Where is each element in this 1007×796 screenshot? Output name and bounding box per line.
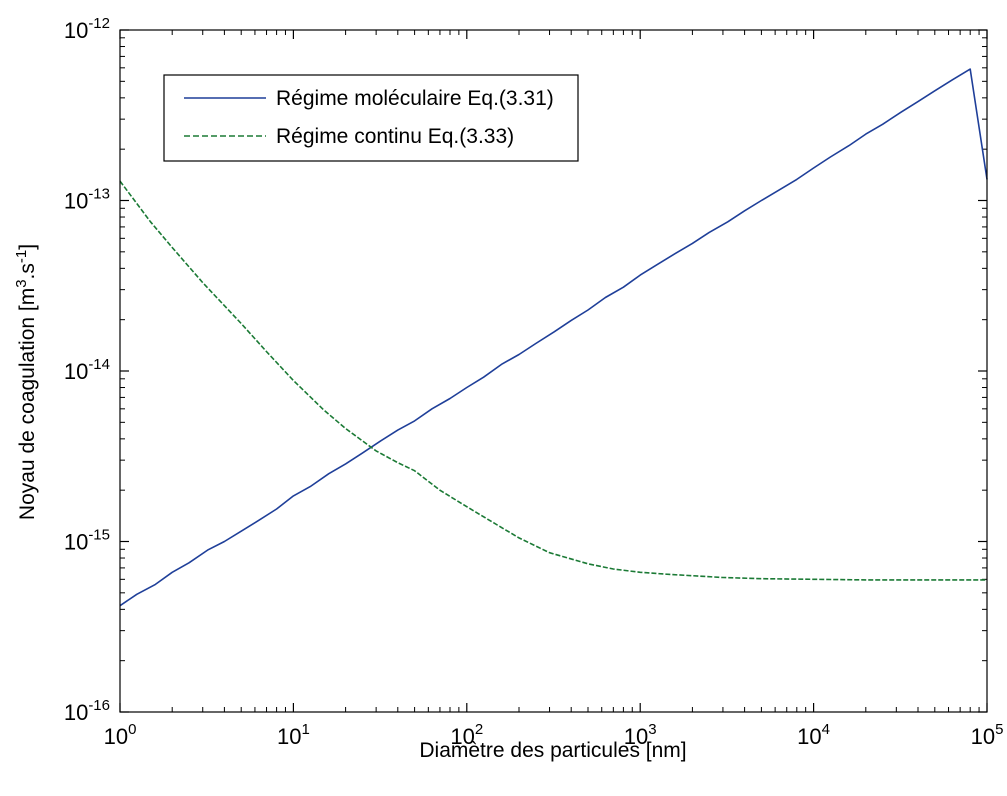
y-axis-label-prefix: Noyau de coagulation [m: [16, 288, 39, 520]
x-tick-exponent: 4: [822, 721, 830, 738]
y-axis-label-sup1: 3: [13, 279, 30, 287]
x-tick-label: 103: [624, 721, 657, 749]
y-tick-base: 10: [64, 359, 88, 384]
x-tick-label: 100: [104, 721, 137, 749]
y-tick-label: 10-16: [64, 697, 110, 725]
y-tick-label: 10-15: [64, 527, 110, 555]
series-line-molecular: [119, 68, 988, 607]
y-axis-label-mid: .s: [16, 263, 39, 279]
legend-label-continuum: Régime continu Eq.(3.33): [276, 125, 514, 148]
minor-ticks: [120, 30, 987, 712]
x-tick-exponent: 2: [475, 721, 483, 738]
y-tick-base: 10: [64, 189, 88, 214]
y-axis-label-suffix: ]: [16, 244, 39, 250]
y-axis-label-sup2: -1: [13, 250, 30, 263]
legend-label-molecular: Régime moléculaire Eq.(3.31): [276, 87, 554, 110]
x-tick-exponent: 0: [128, 721, 136, 738]
x-tick-base: 10: [104, 724, 128, 749]
y-axis-label: Noyau de coagulation [m3.s-1]: [13, 244, 39, 520]
x-tick-label: 104: [797, 721, 830, 749]
x-tick-base: 10: [450, 724, 474, 749]
legend-box: [163, 74, 579, 162]
x-tick-exponent: 1: [301, 721, 309, 738]
y-tick-base: 10: [64, 700, 88, 725]
x-tick-base: 10: [624, 724, 648, 749]
y-tick-label: 10-13: [64, 186, 110, 214]
y-tick-exponent: -14: [88, 356, 110, 373]
x-tick-base: 10: [277, 724, 301, 749]
x-tick-base: 10: [797, 724, 821, 749]
series-layer: [119, 68, 988, 607]
series-line-continuum: [119, 180, 987, 581]
x-tick-label: 102: [450, 721, 483, 749]
y-tick-exponent: -12: [88, 15, 110, 32]
y-tick-exponent: -13: [88, 186, 110, 203]
y-tick-exponent: -16: [88, 697, 110, 714]
x-tick-exponent: 5: [995, 721, 1003, 738]
x-tick-exponent: 3: [648, 721, 656, 738]
y-tick-exponent: -15: [88, 527, 110, 544]
x-tick-base: 10: [971, 724, 995, 749]
x-tick-label: 101: [277, 721, 310, 749]
y-tick-base: 10: [64, 18, 88, 43]
x-axis-label: Diamètre des particules [nm]: [419, 739, 686, 762]
y-tick-label: 10-14: [64, 356, 110, 384]
plot-frame: [119, 29, 988, 713]
legend: Régime moléculaire Eq.(3.31) Régime cont…: [163, 74, 579, 162]
x-tick-label: 105: [971, 721, 1004, 749]
x-tick-labels: 100 101 102 103 104 105: [104, 721, 1004, 749]
y-tick-label: 10-12: [64, 15, 110, 43]
y-tick-base: 10: [64, 530, 88, 555]
